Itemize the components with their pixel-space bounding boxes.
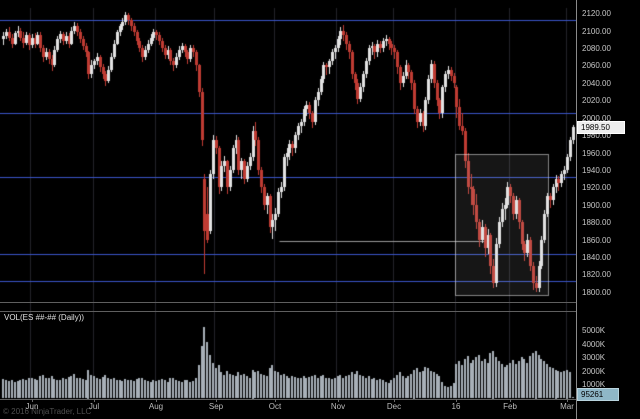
price-axis-label: 1980.00: [582, 131, 611, 140]
x-axis-label: Dec: [386, 402, 402, 411]
x-axis-label: Jul: [88, 402, 100, 411]
x-axis-tick: [567, 399, 568, 402]
price-axis-label: 1880.00: [582, 218, 611, 227]
price-axis-label: 1920.00: [582, 183, 611, 192]
price-axis-label: 1900.00: [582, 201, 611, 210]
x-axis-label: 16: [451, 402, 461, 411]
volume-indicator-label: VOL(ES ##-## (Daily)): [4, 313, 85, 322]
price-axis-label: 2060.00: [582, 61, 611, 70]
x-axis-label: Feb: [503, 402, 517, 411]
price-axis-label: 1940.00: [582, 166, 611, 175]
volume-axis-label: 2000K: [582, 367, 606, 376]
chart-canvas[interactable]: [0, 0, 576, 419]
volume-axis-label: 1000K: [582, 380, 606, 389]
price-axis[interactable]: 2120.00 2100.00 2080.00 2060.00 2040.00 2020.…: [576, 0, 640, 419]
price-panel-bottom-border: [0, 302, 640, 303]
x-axis-tick: [156, 399, 157, 402]
ninjatrader-watermark: © 2016 NinjaTrader, LLC: [3, 407, 92, 416]
price-axis-label: 2020.00: [582, 96, 611, 105]
price-axis-label: 2040.00: [582, 79, 611, 88]
last-price-tag: 1989.50: [577, 121, 625, 134]
x-axis-tick: [216, 399, 217, 402]
x-axis-label: Mar: [560, 402, 574, 411]
x-axis-tick: [32, 399, 33, 402]
price-axis-label: 2080.00: [582, 44, 611, 53]
x-axis-label: Nov: [330, 402, 346, 411]
panel-splitter[interactable]: [0, 311, 640, 312]
x-axis-label: Aug: [148, 402, 164, 411]
x-axis-tick: [510, 399, 511, 402]
price-axis-label: 1860.00: [582, 236, 611, 245]
x-axis-tick: [456, 399, 457, 402]
volume-axis-label: 3000K: [582, 353, 606, 362]
last-volume-tag: 95261: [577, 388, 619, 401]
price-axis-label: 1820.00: [582, 270, 611, 279]
price-axis-label: 1840.00: [582, 253, 611, 262]
price-axis-label: 2000.00: [582, 114, 611, 123]
price-axis-label: 2120.00: [582, 9, 611, 18]
volume-axis-label: 5000K: [582, 326, 606, 335]
x-axis-label: Jun: [25, 402, 39, 411]
price-axis-label: 1960.00: [582, 149, 611, 158]
x-axis-border: [0, 399, 640, 400]
x-axis-tick: [275, 399, 276, 402]
x-axis-label: Oct: [268, 402, 282, 411]
x-axis-tick: [94, 399, 95, 402]
x-axis-label: Sep: [208, 402, 224, 411]
volume-axis-label: 4000K: [582, 340, 606, 349]
price-axis-label: 1800.00: [582, 288, 611, 297]
x-axis-tick: [394, 399, 395, 402]
price-axis-label: 2100.00: [582, 27, 611, 36]
x-axis-tick: [338, 399, 339, 402]
